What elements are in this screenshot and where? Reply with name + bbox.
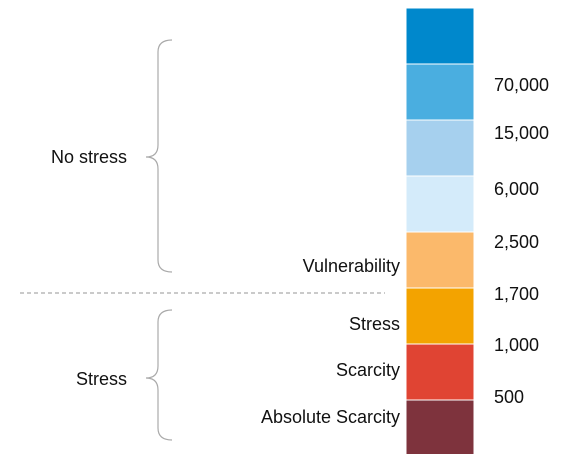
- threshold-label: 1,700: [494, 284, 539, 304]
- threshold-label: 2,500: [494, 232, 539, 252]
- brace: [145, 39, 173, 273]
- level-box: [405, 7, 475, 65]
- level-box: [405, 287, 475, 345]
- threshold-label: 500: [494, 387, 524, 407]
- level-box: [405, 63, 475, 121]
- level-box: [405, 399, 475, 457]
- group-label: Stress: [76, 369, 127, 389]
- threshold-label: 15,000: [494, 123, 549, 143]
- threshold-label: 1,000: [494, 335, 539, 355]
- level-box: [405, 119, 475, 177]
- level-label: Scarcity: [336, 360, 400, 380]
- threshold-label: 70,000: [494, 75, 549, 95]
- level-label: Vulnerability: [303, 256, 400, 276]
- brace: [145, 309, 173, 441]
- threshold-label: 6,000: [494, 179, 539, 199]
- level-box: [405, 343, 475, 401]
- level-label: Stress: [349, 314, 400, 334]
- level-label: Absolute Scarcity: [261, 407, 400, 427]
- group-label: No stress: [51, 147, 127, 167]
- level-box: [405, 175, 475, 233]
- level-box: [405, 231, 475, 289]
